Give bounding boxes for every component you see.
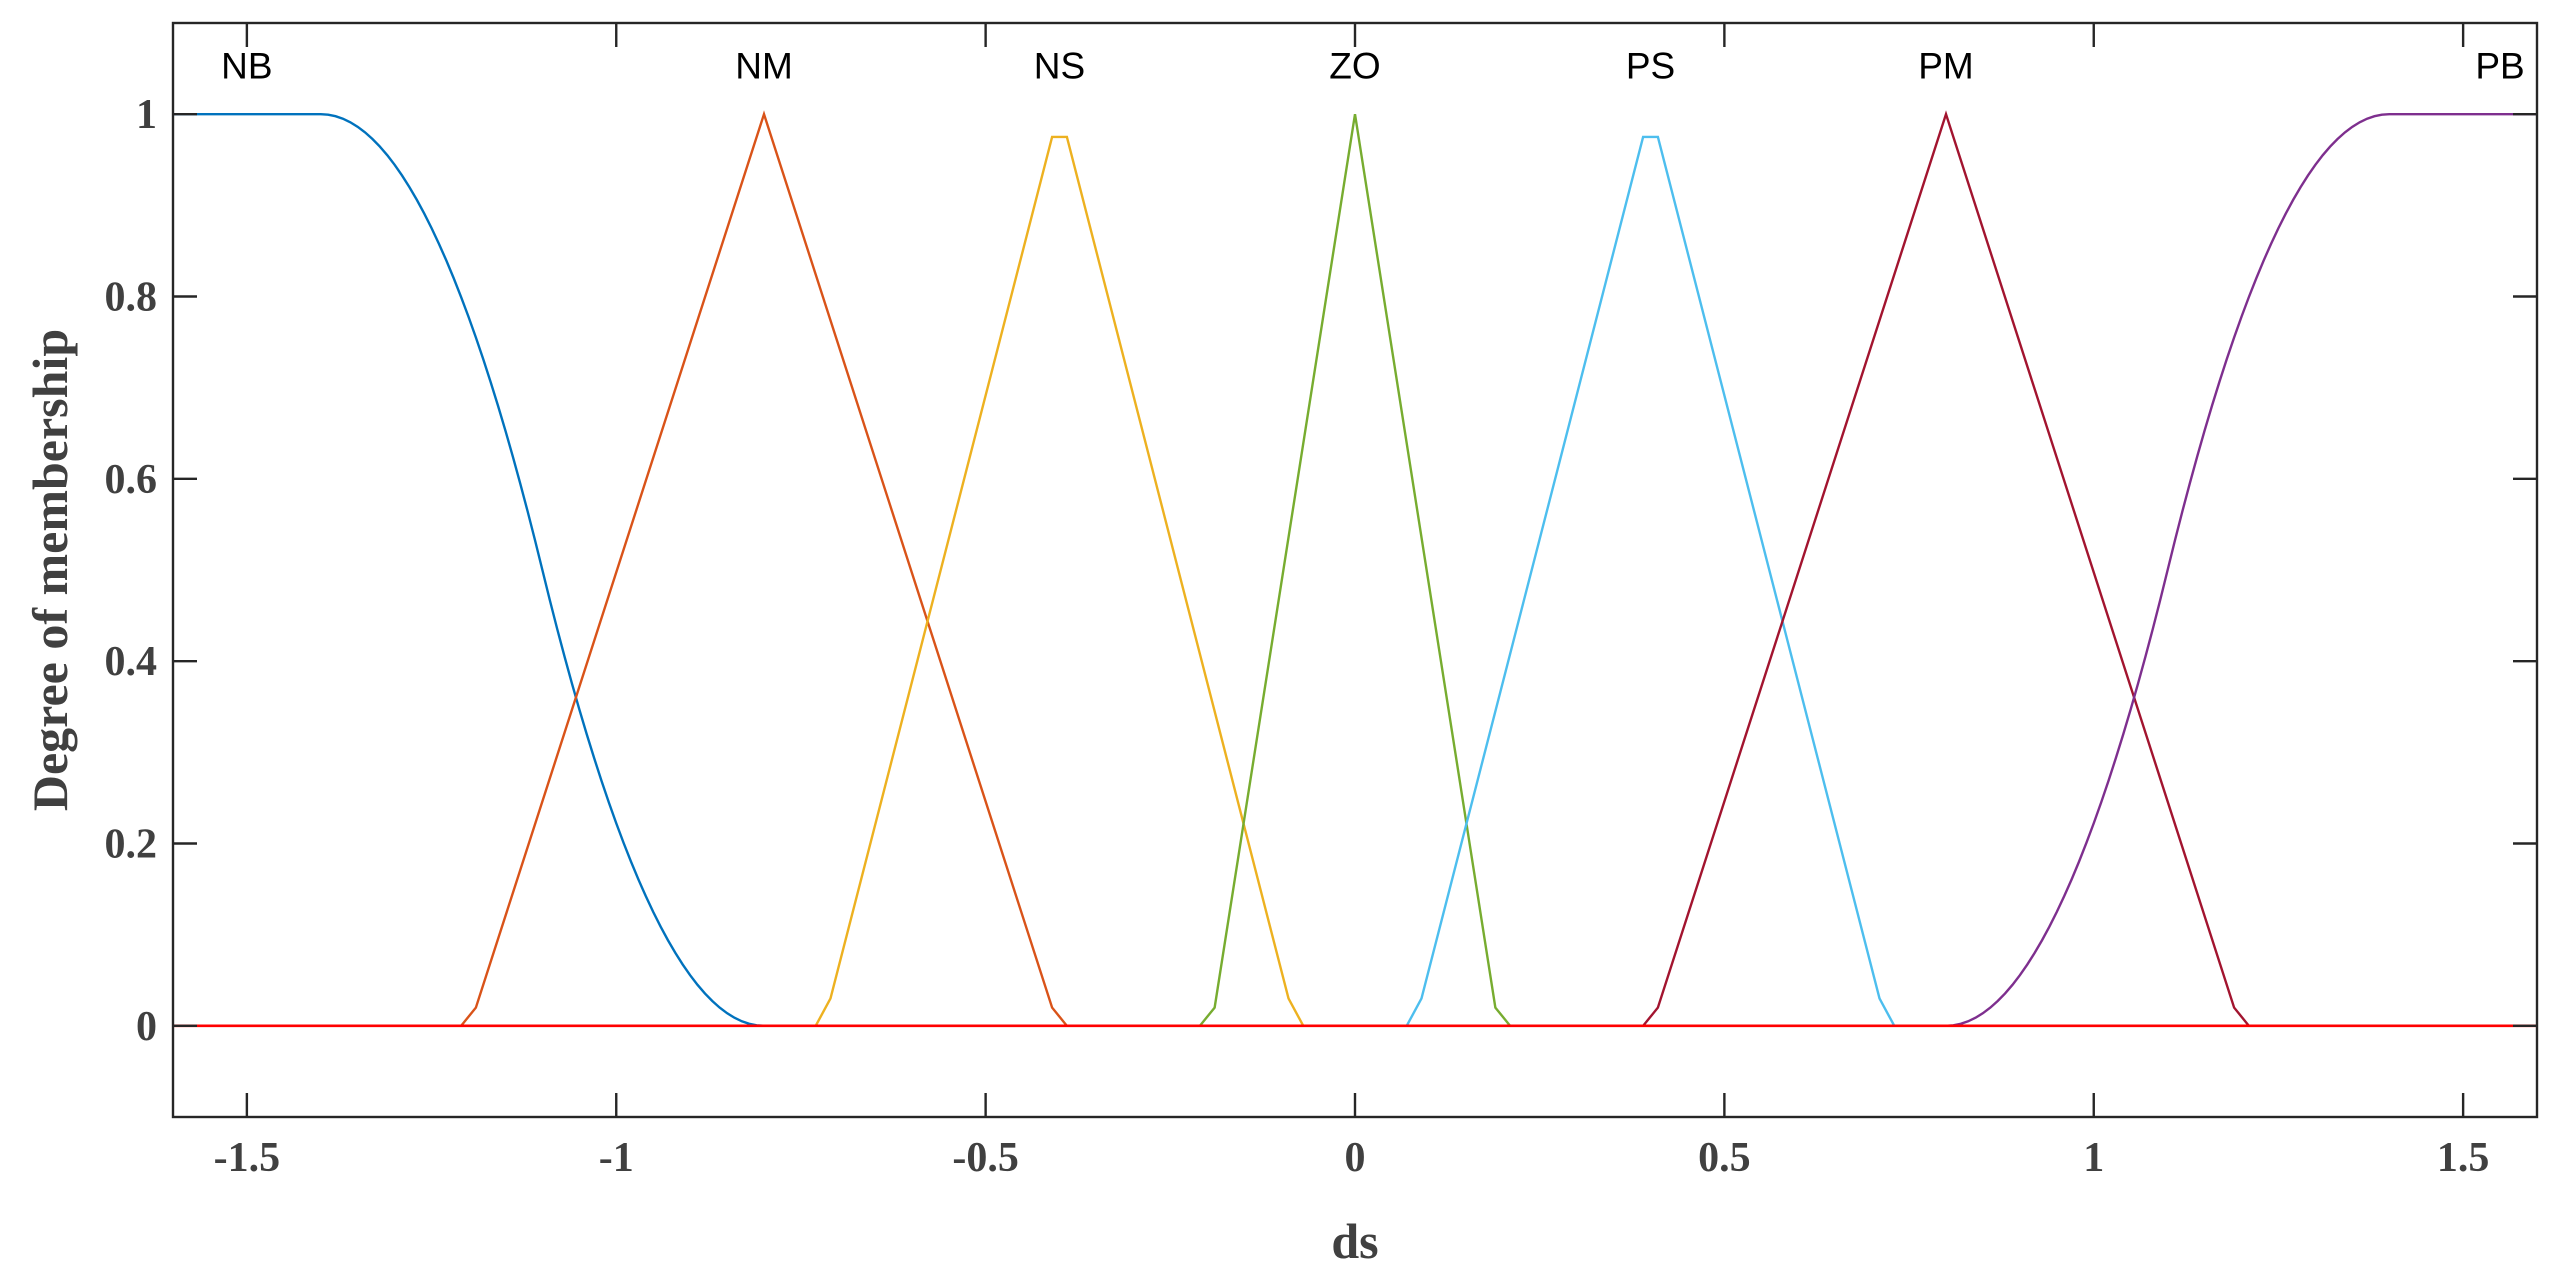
mf-curve-nm [173, 110, 2537, 1028]
y-tick-label: 0.2 [105, 822, 158, 868]
mf-label-ps: PS [1626, 46, 1675, 87]
x-axis-title: ds [1331, 1213, 1378, 1269]
x-tick-label: 1 [2083, 1135, 2104, 1181]
y-axis-title: Degree of membership [22, 329, 78, 811]
axes-frame [171, 21, 2539, 1119]
y-tick-label: 0.4 [105, 639, 158, 685]
mf-curve-pm [173, 110, 2537, 1028]
mf-label-pb: PB [2475, 46, 2524, 87]
mf-label-ns: NS [1034, 46, 1085, 87]
mf-curve-zo [173, 113, 2537, 1028]
x-tick-label: 0.5 [1698, 1135, 1751, 1181]
curves-layer [173, 110, 2537, 1028]
mf-label-nb: NB [221, 46, 272, 87]
x-tick-label: -0.5 [952, 1135, 1019, 1181]
y-tick-label: 0.8 [105, 275, 158, 321]
mf-curve-pb [173, 112, 2537, 1028]
mf-label-pm: PM [1918, 46, 1974, 87]
mf-label-zo: ZO [1329, 46, 1380, 87]
x-tick-label: -1 [599, 1135, 634, 1181]
mf-labels-layer: NB NM NS ZO PS PM PB [221, 46, 2525, 87]
mf-label-nm: NM [735, 46, 793, 87]
y-tick-label: 0.6 [105, 457, 158, 503]
plot-frame [171, 21, 2539, 1119]
tick-labels-layer: -1.5 -1 -0.5 0 0.5 1 1.5 0 0.2 0.4 0.6 0.8 1 [105, 92, 2490, 1181]
ticks-layer [173, 23, 2537, 1117]
mf-curve-nb [173, 112, 2537, 1028]
mf-curve-ns [173, 135, 2537, 1028]
x-tick-label: -1.5 [214, 1135, 281, 1181]
x-tick-label: 1.5 [2437, 1135, 2490, 1181]
mf-curve-ps [173, 135, 2537, 1028]
y-tick-label: 0 [136, 1004, 157, 1050]
x-tick-label: 0 [1345, 1135, 1366, 1181]
y-tick-label: 1 [136, 92, 157, 138]
